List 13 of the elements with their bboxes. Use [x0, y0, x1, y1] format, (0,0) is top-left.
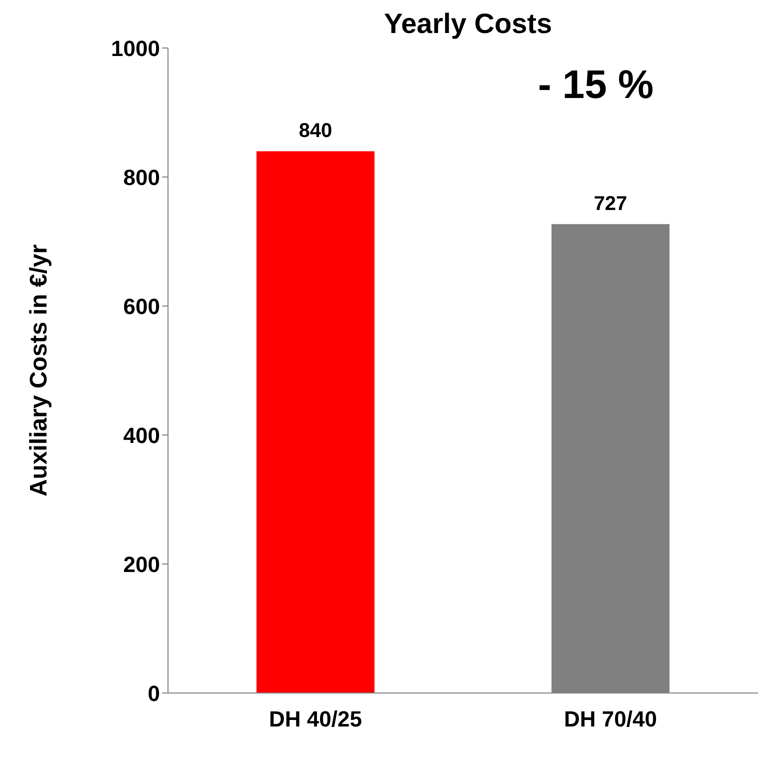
chart-title: Yearly Costs [382, 8, 554, 40]
y-tick-label: 0 [148, 680, 160, 706]
y-tick-label: 1000 [111, 36, 160, 61]
y-tick-label: 600 [123, 294, 160, 319]
data-label: 840 [298, 120, 332, 142]
data-label: 727 [594, 193, 628, 216]
x-tick-label: DH 70/40 [564, 706, 657, 732]
y-tick-label: 400 [123, 422, 160, 448]
x-tick-label: DH 40/25 [269, 706, 362, 732]
y-tick-label: 200 [123, 552, 160, 577]
y-axis-title: Auxiliary Costs in €/yr [26, 244, 53, 497]
annotation: - 15 % [538, 63, 654, 108]
y-tick-label: 800 [123, 164, 160, 190]
